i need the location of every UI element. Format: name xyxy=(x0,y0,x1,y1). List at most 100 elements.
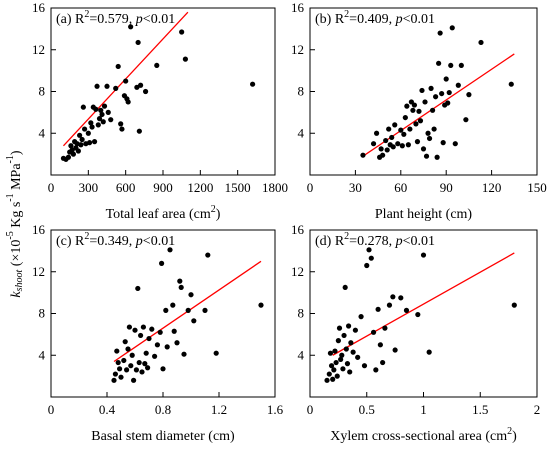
point-b-32 xyxy=(425,130,431,136)
point-d-7 xyxy=(333,359,339,366)
point-c-11 xyxy=(128,363,134,369)
point-b-39 xyxy=(436,60,442,66)
point-d-11 xyxy=(338,356,344,363)
point-a-32 xyxy=(105,109,111,115)
point-d-29 xyxy=(370,329,377,335)
point-b-4 xyxy=(378,146,384,152)
point-b-8 xyxy=(386,126,392,132)
panel-d: 0 0.5 1 1.5 2 4 8 12 16 (d) R2=0.278, p<0.01 Xylem… xyxy=(291,222,540,444)
point-a-45 xyxy=(136,128,142,134)
point-b-2 xyxy=(373,130,380,136)
point-d-34 xyxy=(382,325,388,331)
point-a-34 xyxy=(113,85,119,91)
point-d-21 xyxy=(350,349,356,355)
point-b-41 xyxy=(439,90,445,97)
point-d-36 xyxy=(390,294,396,300)
point-b-54 xyxy=(478,39,484,46)
point-c-42 xyxy=(191,318,197,324)
point-c-37 xyxy=(177,278,183,284)
point-a-47 xyxy=(142,88,149,95)
point-c-30 xyxy=(160,366,166,372)
point-d-8 xyxy=(334,373,340,379)
point-b-5 xyxy=(380,152,386,158)
y-tick-label-a-1: 8 xyxy=(39,84,46,99)
point-c-20 xyxy=(140,324,146,330)
x-tick-label-a-0: 0 xyxy=(48,180,55,195)
point-b-51 xyxy=(458,62,464,69)
x-tick-label-a-4: 1200 xyxy=(187,180,213,195)
point-a-44 xyxy=(135,39,141,46)
plot-frame-c xyxy=(50,229,276,398)
point-b-34 xyxy=(428,85,434,91)
point-c-45 xyxy=(213,350,219,356)
point-a-22 xyxy=(91,139,98,145)
point-d-1 xyxy=(326,371,332,377)
point-b-19 xyxy=(405,142,411,148)
point-a-4 xyxy=(68,143,74,149)
x-tick-label-c-2: 0.8 xyxy=(155,402,171,417)
point-d-25 xyxy=(361,363,368,369)
point-c-9 xyxy=(125,346,131,352)
point-b-44 xyxy=(443,76,449,82)
point-a-19 xyxy=(88,120,94,126)
y-tick-label-c-0: 4 xyxy=(39,347,46,362)
point-b-11 xyxy=(390,144,396,150)
point-b-55 xyxy=(508,81,514,87)
point-d-42 xyxy=(426,349,432,355)
point-d-5 xyxy=(331,367,337,373)
point-b-37 xyxy=(433,94,439,100)
point-b-20 xyxy=(407,126,413,132)
point-a-15 xyxy=(82,126,88,132)
point-b-53 xyxy=(466,92,472,98)
point-a-29 xyxy=(100,119,106,125)
x-axis-title-b: Plant height (cm) xyxy=(375,207,473,222)
point-c-22 xyxy=(143,350,149,356)
point-d-4 xyxy=(330,376,336,382)
point-b-25 xyxy=(414,139,421,145)
point-d-43 xyxy=(511,302,517,308)
y-tick-label-c-1: 8 xyxy=(39,306,46,321)
point-a-26 xyxy=(96,116,103,122)
point-a-20 xyxy=(89,124,95,130)
point-d-28 xyxy=(368,255,374,261)
point-d-14 xyxy=(341,332,347,339)
x-tick-label-c-3: 1.2 xyxy=(211,402,227,417)
point-a-11 xyxy=(77,132,83,138)
point-b-40 xyxy=(437,30,443,36)
point-b-48 xyxy=(449,25,455,31)
point-c-18 xyxy=(138,332,144,339)
point-c-23 xyxy=(145,365,151,371)
point-c-2 xyxy=(114,348,120,354)
x-tick-label-b-0: 0 xyxy=(307,180,314,195)
point-a-36 xyxy=(118,121,124,127)
point-b-22 xyxy=(410,107,416,113)
point-b-14 xyxy=(398,127,404,133)
point-a-13 xyxy=(79,136,85,143)
point-d-2 xyxy=(327,350,334,356)
point-c-24 xyxy=(146,335,152,342)
point-a-23 xyxy=(93,106,99,112)
point-b-16 xyxy=(401,131,407,137)
point-b-46 xyxy=(446,89,452,96)
point-b-47 xyxy=(448,62,454,69)
point-d-41 xyxy=(420,252,427,258)
point-a-12 xyxy=(78,142,84,148)
point-a-25 xyxy=(95,122,101,128)
point-b-29 xyxy=(420,146,427,152)
point-c-10 xyxy=(126,324,132,330)
point-d-23 xyxy=(355,354,361,360)
x-tick-label-c-0: 0 xyxy=(48,402,55,417)
point-a-10 xyxy=(75,148,81,154)
y-tick-label-b-2: 12 xyxy=(291,42,304,57)
point-b-1 xyxy=(370,141,377,147)
point-a-18 xyxy=(86,140,93,146)
fit-line-d xyxy=(332,252,515,356)
point-d-22 xyxy=(352,327,358,333)
x-tick-label-a-3: 900 xyxy=(153,180,173,195)
point-a-31 xyxy=(104,83,110,89)
fit-line-b xyxy=(362,53,515,157)
y-tick-label-b-3: 16 xyxy=(291,0,305,15)
point-c-27 xyxy=(154,342,160,348)
point-c-29 xyxy=(159,260,165,266)
point-d-33 xyxy=(380,359,386,366)
